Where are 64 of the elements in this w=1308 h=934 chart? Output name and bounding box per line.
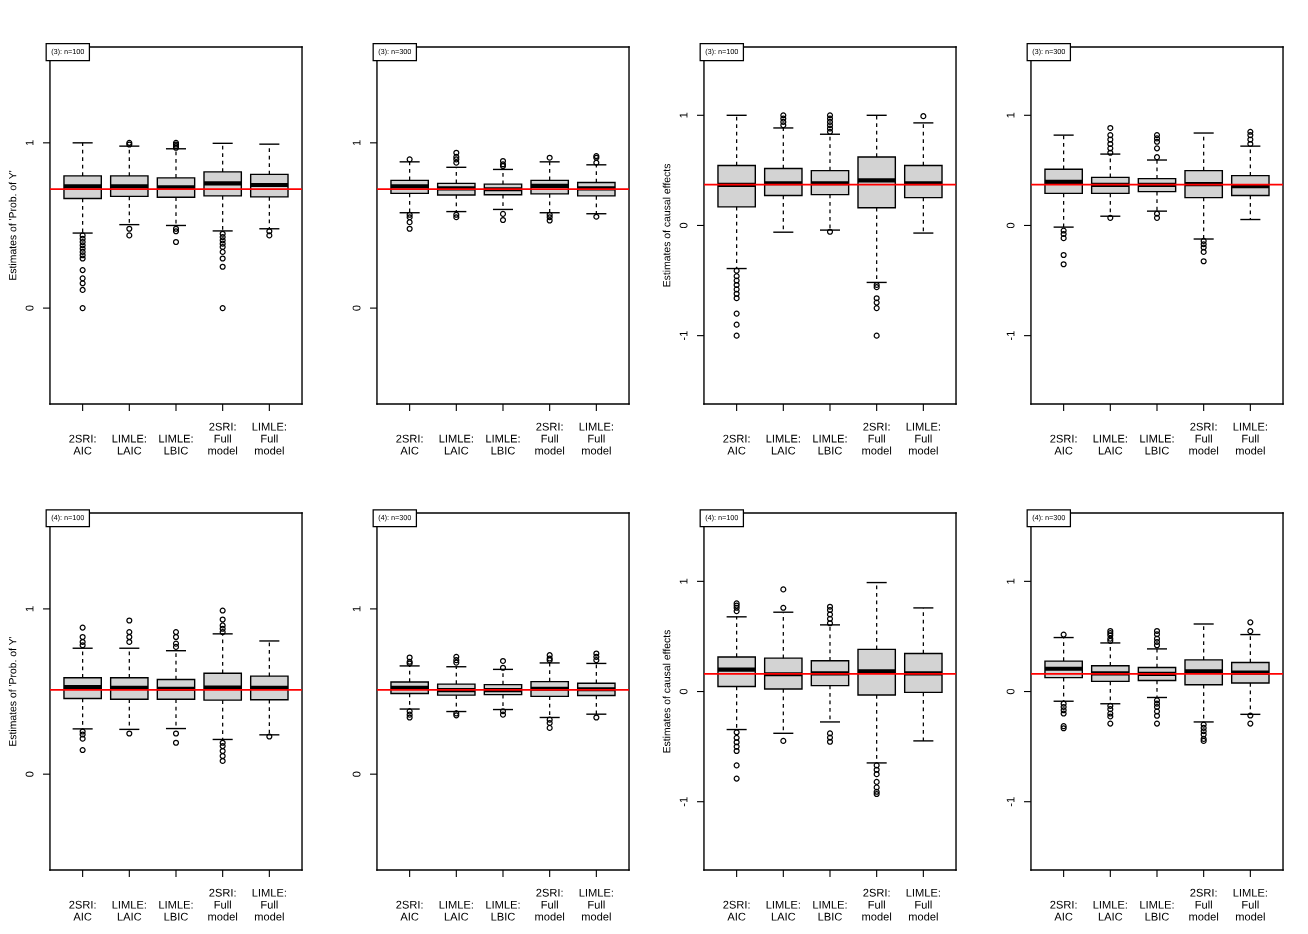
x-tick-label: LIMLE: LBIC xyxy=(486,434,520,455)
x-tick-label: LIMLE: LBIC xyxy=(1140,434,1174,455)
y-tick-label: 0 xyxy=(1006,222,1015,229)
x-tick-label: LIMLE: Full model xyxy=(579,422,613,455)
x-tick-label: 2SRI: AIC xyxy=(69,434,96,455)
y-tick-label: 0 xyxy=(352,771,361,777)
x-tick-label: LIMLE: LAIC xyxy=(1093,900,1127,921)
y-tick-label: 0 xyxy=(25,305,34,311)
y-tick-label: 1 xyxy=(1006,112,1015,118)
y-tick-label: 0 xyxy=(679,688,688,695)
x-tick-label: 2SRI: AIC xyxy=(1050,434,1077,455)
x-tick-label: LIMLE: LAIC xyxy=(1093,434,1127,455)
y-tick-label: -1 xyxy=(1006,331,1015,341)
x-tick-label: LIMLE: LBIC xyxy=(813,900,847,921)
x-tick-label: 2SRI: AIC xyxy=(723,434,750,455)
y-tick-label: 0 xyxy=(679,222,688,229)
y-axis-title: Estimates of 'Prob. of Y' xyxy=(8,636,17,746)
x-tick-label: LIMLE: LBIC xyxy=(159,434,193,455)
x-tick-label: LIMLE: Full model xyxy=(252,888,286,921)
x-tick-label: LIMLE: LBIC xyxy=(486,900,520,921)
x-tick-label: LIMLE: LAIC xyxy=(439,900,473,921)
y-tick-label: -1 xyxy=(679,797,688,807)
x-tick-label: 2SRI: Full model xyxy=(1189,422,1219,455)
x-tick-label: 2SRI: Full model xyxy=(535,422,565,455)
x-tick-label: LIMLE: LAIC xyxy=(112,434,146,455)
x-tick-label: 2SRI: AIC xyxy=(396,434,423,455)
y-tick-label: 1 xyxy=(679,112,688,118)
x-tick-label: 2SRI: Full model xyxy=(208,422,238,455)
x-tick-label: 2SRI: AIC xyxy=(69,900,96,921)
y-tick-label: 0 xyxy=(1006,688,1015,695)
x-tick-label: LIMLE: LBIC xyxy=(1140,900,1174,921)
x-tick-label: 2SRI: Full model xyxy=(1189,888,1219,921)
y-axis-title: Estimates of 'Prob. of Y' xyxy=(8,170,17,280)
y-tick-label: 0 xyxy=(25,771,34,777)
x-tick-label: LIMLE: Full model xyxy=(1233,888,1267,921)
y-tick-label: 1 xyxy=(679,578,688,584)
y-tick-label: -1 xyxy=(679,331,688,341)
y-tick-label: 1 xyxy=(352,606,361,612)
y-axis-title: Estimates of causal effects xyxy=(662,163,671,287)
x-tick-label: 2SRI: Full model xyxy=(208,888,238,921)
x-tick-label: LIMLE: LAIC xyxy=(112,900,146,921)
y-tick-label: 1 xyxy=(25,606,34,612)
x-tick-label: 2SRI: Full model xyxy=(535,888,565,921)
x-tick-label: 2SRI: Full model xyxy=(862,888,892,921)
x-tick-label: 2SRI: Full model xyxy=(862,422,892,455)
y-tick-label: 1 xyxy=(25,140,34,146)
x-tick-label: 2SRI: AIC xyxy=(723,900,750,921)
x-tick-label: 2SRI: AIC xyxy=(396,900,423,921)
x-tick-label: 2SRI: AIC xyxy=(1050,900,1077,921)
x-tick-label: LIMLE: Full model xyxy=(579,888,613,921)
y-tick-label: 1 xyxy=(1006,578,1015,584)
y-tick-label: 0 xyxy=(352,305,361,311)
y-tick-label: 1 xyxy=(352,140,361,146)
x-tick-label: LIMLE: LBIC xyxy=(813,434,847,455)
x-tick-label: LIMLE: Full model xyxy=(906,888,940,921)
y-tick-label: -1 xyxy=(1006,797,1015,807)
x-tick-label: LIMLE: Full model xyxy=(252,422,286,455)
x-tick-label: LIMLE: LBIC xyxy=(159,900,193,921)
x-tick-label: LIMLE: Full model xyxy=(1233,422,1267,455)
x-tick-label: LIMLE: LAIC xyxy=(766,434,800,455)
x-tick-label: LIMLE: Full model xyxy=(906,422,940,455)
x-tick-label: LIMLE: LAIC xyxy=(766,900,800,921)
x-tick-label: LIMLE: LAIC xyxy=(439,434,473,455)
y-axis-title: Estimates of causal effects xyxy=(662,630,671,753)
